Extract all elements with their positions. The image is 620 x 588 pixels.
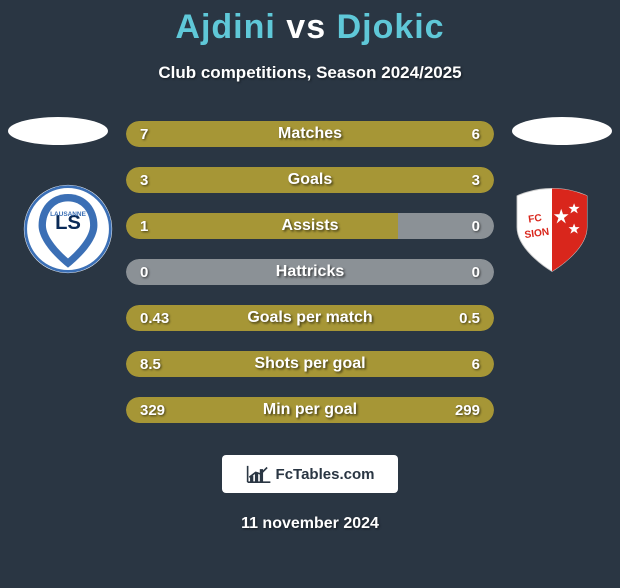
comparison-card: Ajdini vs Djokic Club competitions, Seas… bbox=[0, 8, 620, 588]
stat-label: Hattricks bbox=[276, 263, 344, 281]
stat-value-right: 0 bbox=[472, 264, 480, 281]
bar-right bbox=[325, 121, 494, 147]
stat-label: Shots per goal bbox=[254, 355, 365, 373]
stat-row: 329 Min per goal 299 bbox=[126, 397, 494, 423]
brand-badge: FcTables.com bbox=[222, 455, 398, 493]
bar-left bbox=[126, 167, 310, 193]
stat-label: Matches bbox=[278, 125, 342, 143]
stat-value-right: 0.5 bbox=[459, 310, 480, 327]
stat-row: 0.43 Goals per match 0.5 bbox=[126, 305, 494, 331]
stat-row: 7 Matches 6 bbox=[126, 121, 494, 147]
subtitle: Club competitions, Season 2024/2025 bbox=[0, 63, 620, 83]
stat-value-left: 7 bbox=[140, 126, 148, 143]
svg-text:LAUSANNE: LAUSANNE bbox=[50, 211, 86, 218]
player1-name: Ajdini bbox=[175, 8, 275, 46]
stat-value-left: 8.5 bbox=[140, 356, 161, 373]
stat-value-right: 299 bbox=[455, 402, 480, 419]
player2-name: Djokic bbox=[337, 8, 445, 46]
stat-label: Goals bbox=[288, 171, 332, 189]
svg-text:FC: FC bbox=[528, 213, 544, 226]
vs-label: vs bbox=[286, 8, 326, 46]
lausanne-badge-icon: LS LAUSANNE bbox=[22, 183, 114, 275]
stat-label: Goals per match bbox=[247, 309, 372, 327]
page-title: Ajdini vs Djokic bbox=[0, 8, 620, 47]
left-oval-decor bbox=[8, 117, 108, 145]
content-area: LS LAUSANNE FC SION 7 Matches 6 3 Goals 3 1 Ass… bbox=[0, 121, 620, 533]
stat-value-left: 1 bbox=[140, 218, 148, 235]
stats-list: 7 Matches 6 3 Goals 3 1 Assists 0 0 Hattricks 0 0.43… bbox=[126, 121, 494, 423]
stat-value-right: 6 bbox=[472, 126, 480, 143]
brand-text: FcTables.com bbox=[276, 466, 375, 483]
stat-row: 8.5 Shots per goal 6 bbox=[126, 351, 494, 377]
stat-value-right: 6 bbox=[472, 356, 480, 373]
stat-label: Assists bbox=[282, 217, 339, 235]
right-oval-decor bbox=[512, 117, 612, 145]
stat-row: 1 Assists 0 bbox=[126, 213, 494, 239]
stat-value-left: 329 bbox=[140, 402, 165, 419]
stat-value-left: 0.43 bbox=[140, 310, 169, 327]
sion-badge-icon: FC SION bbox=[506, 183, 598, 275]
stat-value-left: 0 bbox=[140, 264, 148, 281]
stat-value-left: 3 bbox=[140, 172, 148, 189]
bar-right bbox=[310, 167, 494, 193]
stat-label: Min per goal bbox=[263, 401, 357, 419]
stat-row: 0 Hattricks 0 bbox=[126, 259, 494, 285]
stat-row: 3 Goals 3 bbox=[126, 167, 494, 193]
stat-value-right: 3 bbox=[472, 172, 480, 189]
chart-icon bbox=[246, 464, 272, 484]
stat-value-right: 0 bbox=[472, 218, 480, 235]
date-label: 11 november 2024 bbox=[0, 515, 620, 533]
club-badge-left: LS LAUSANNE bbox=[22, 183, 114, 275]
bar-left bbox=[126, 213, 398, 239]
club-badge-right: FC SION bbox=[506, 183, 598, 275]
